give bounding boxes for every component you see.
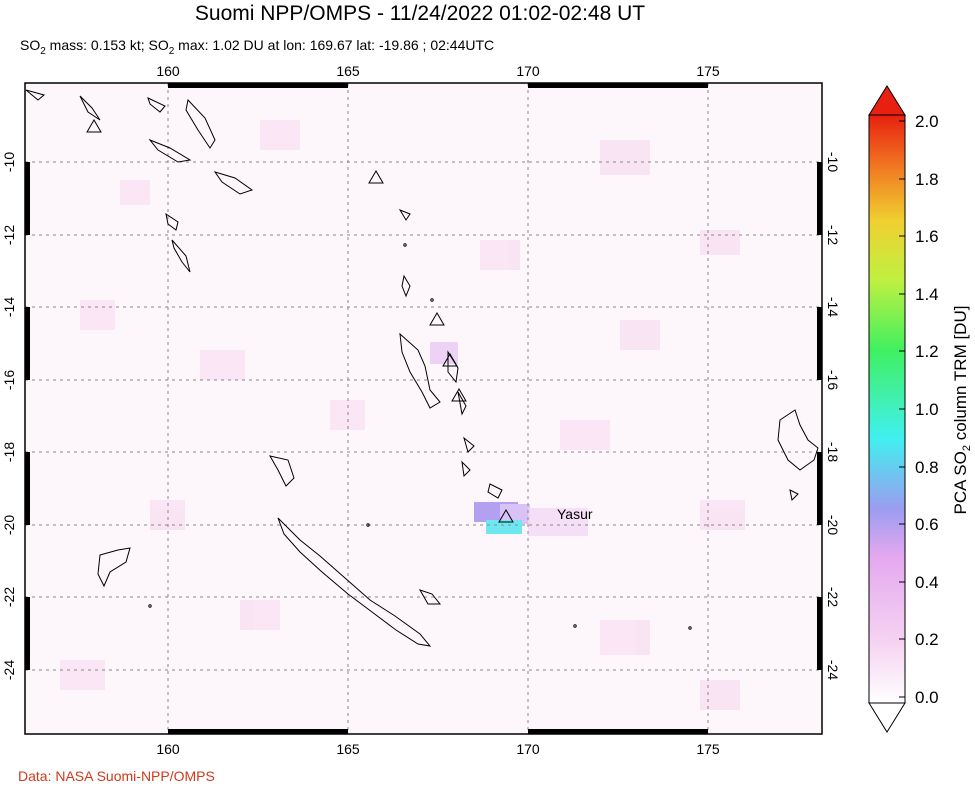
colorbar-labels: 2.0 1.8 1.6 1.4 1.2 1.0 0.8 0.6 0.4 0.2 … bbox=[915, 112, 939, 707]
lat-label: -18 bbox=[1, 442, 17, 462]
lon-label: 160 bbox=[156, 63, 180, 79]
colorbar-title-suffix: column TRM [DU] bbox=[951, 306, 970, 446]
lon-label: 170 bbox=[516, 741, 540, 757]
lat-label: -10 bbox=[1, 152, 17, 172]
colorbar: 2.0 1.8 1.6 1.4 1.2 1.0 0.8 0.6 0.4 0.2 … bbox=[868, 85, 973, 733]
lat-label: -24 bbox=[825, 660, 841, 680]
lat-label: -12 bbox=[825, 225, 841, 245]
lat-label: -10 bbox=[825, 152, 841, 172]
so2-map-area bbox=[25, 83, 822, 734]
colorbar-ticks bbox=[899, 120, 905, 698]
colorbar-tick-label: 0.8 bbox=[915, 458, 939, 477]
volcano-icon bbox=[451, 388, 467, 402]
volcano-icon bbox=[498, 509, 514, 523]
colorbar-tick-label: 0.0 bbox=[915, 688, 939, 707]
lon-labels-top: 160 165 170 175 bbox=[156, 63, 720, 79]
colorbar-tick-label: 0.6 bbox=[915, 515, 939, 534]
colorbar-tick-label: 2.0 bbox=[915, 112, 939, 131]
lon-label: 160 bbox=[156, 741, 180, 757]
volcano-label-yasur: Yasur bbox=[557, 506, 593, 522]
lon-label: 175 bbox=[696, 63, 720, 79]
colorbar-tick-label: 0.2 bbox=[915, 630, 939, 649]
lon-label: 170 bbox=[516, 63, 540, 79]
lat-label: -14 bbox=[825, 297, 841, 317]
lat-label: -22 bbox=[1, 587, 17, 607]
lat-label: -18 bbox=[825, 442, 841, 462]
lon-label: 175 bbox=[696, 741, 720, 757]
so2-summary: SO2 mass: 0.153 kt; SO2 max: 1.02 DU at … bbox=[20, 37, 494, 57]
colorbar-title: PCA SO2 column TRM [DU] bbox=[951, 306, 973, 515]
so2-mass-text: mass: 0.153 kt; SO bbox=[45, 37, 169, 53]
colorbar-tick-label: 0.4 bbox=[915, 573, 939, 592]
lon-label: 165 bbox=[336, 63, 360, 79]
volcano-icon bbox=[86, 119, 102, 133]
so2-noise-patches bbox=[60, 120, 745, 710]
lon-labels-bottom: 160 165 170 175 bbox=[156, 741, 720, 757]
lat-label: -16 bbox=[1, 370, 17, 390]
colorbar-tick-label: 1.8 bbox=[915, 170, 939, 189]
so2-plume bbox=[430, 342, 588, 536]
colorbar-tick-label: 1.2 bbox=[915, 342, 939, 361]
lat-label: -14 bbox=[1, 297, 17, 317]
data-credit: Data: NASA Suomi-NPP/OMPS bbox=[18, 768, 215, 784]
lat-label: -12 bbox=[1, 225, 17, 245]
map-background bbox=[25, 83, 822, 734]
volcano-icon bbox=[442, 353, 458, 367]
volcano-icon bbox=[429, 312, 445, 326]
colorbar-min-arrow bbox=[868, 702, 906, 733]
lat-labels-right: -10 -12 -14 -16 -18 -20 -22 -24 bbox=[825, 152, 841, 680]
lat-label: -16 bbox=[825, 370, 841, 390]
page-title: Suomi NPP/OMPS - 11/24/2022 01:02-02:48 … bbox=[194, 2, 646, 25]
lat-label: -24 bbox=[1, 660, 17, 680]
lat-label: -20 bbox=[1, 515, 17, 535]
lat-label: -22 bbox=[825, 587, 841, 607]
colorbar-title-prefix: PCA SO bbox=[951, 451, 970, 514]
volcano-icon bbox=[368, 170, 384, 184]
so2-subscript: 2 bbox=[40, 45, 46, 57]
coastlines bbox=[25, 89, 819, 647]
lon-label: 165 bbox=[336, 741, 360, 757]
colorbar-max-arrow bbox=[868, 85, 906, 116]
map-frame bbox=[24, 82, 823, 735]
lat-labels-left: -10 -12 -14 -16 -18 -20 -22 -24 bbox=[1, 152, 17, 680]
so2-max-text: max: 1.02 DU at lon: 169.67 lat: -19.86 … bbox=[174, 37, 495, 53]
so2-subscript-2: 2 bbox=[168, 45, 175, 57]
colorbar-tick-label: 1.4 bbox=[915, 285, 939, 304]
lat-label: -20 bbox=[825, 515, 841, 535]
volcano-markers bbox=[86, 119, 514, 523]
so2-mass-label: SO bbox=[20, 37, 41, 53]
colorbar-tick-label: 1.0 bbox=[915, 400, 939, 419]
colorbar-title-sub: 2 bbox=[961, 445, 973, 451]
colorbar-tick-label: 1.6 bbox=[915, 227, 939, 246]
